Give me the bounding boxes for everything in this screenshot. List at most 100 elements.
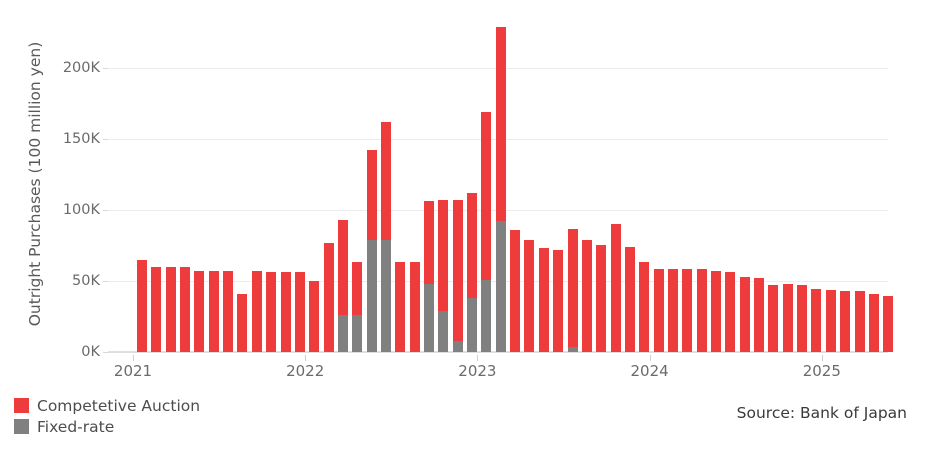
bar[interactable] — [395, 262, 406, 352]
y-axis-tick-label: 50K — [72, 272, 100, 289]
y-axis-tick-mark — [103, 138, 108, 140]
bar[interactable] — [596, 245, 607, 352]
bar[interactable] — [610, 224, 621, 352]
bar[interactable] — [151, 267, 162, 352]
bar-segment-fixed-rate — [380, 239, 391, 352]
bar[interactable] — [639, 262, 650, 352]
x-axis-tick-label: 2021 — [113, 362, 153, 380]
bar-segment-competitive-auction — [811, 289, 822, 352]
bar[interactable] — [739, 276, 750, 352]
bar[interactable] — [438, 199, 449, 352]
bar[interactable] — [725, 271, 736, 352]
bar[interactable] — [696, 268, 707, 352]
bar[interactable] — [797, 284, 808, 352]
bar-segment-fixed-rate — [438, 310, 449, 352]
bar-segment-competitive-auction — [366, 150, 377, 240]
bar[interactable] — [682, 268, 693, 352]
bar[interactable] — [409, 262, 420, 352]
bar-segment-competitive-auction — [739, 276, 750, 352]
bar[interactable] — [424, 201, 434, 352]
square-swatch-icon — [14, 419, 29, 434]
bar[interactable] — [180, 267, 191, 352]
bar-segment-competitive-auction — [266, 271, 277, 352]
bar-segment-competitive-auction — [337, 219, 348, 316]
bar-segment-competitive-auction — [596, 245, 607, 352]
bar[interactable] — [711, 271, 721, 352]
legend-item-competitive-auction[interactable]: Competetive Auction — [14, 396, 200, 415]
bar[interactable] — [883, 295, 894, 352]
bar[interactable] — [653, 268, 664, 352]
bar-segment-competitive-auction — [524, 239, 535, 352]
bar[interactable] — [380, 121, 391, 352]
bar[interactable] — [251, 271, 262, 352]
bar[interactable] — [854, 290, 865, 352]
bar[interactable] — [266, 271, 277, 352]
source-note: Source: Bank of Japan — [736, 404, 907, 422]
bar-segment-competitive-auction — [610, 224, 621, 352]
y-axis-tick-label: 150K — [62, 130, 100, 147]
legend-label: Competetive Auction — [37, 396, 201, 415]
bar[interactable] — [495, 26, 506, 352]
bar[interactable] — [840, 290, 851, 352]
bar[interactable] — [194, 271, 205, 352]
bar[interactable] — [811, 289, 822, 352]
bar[interactable] — [567, 229, 578, 352]
bar[interactable] — [624, 246, 635, 352]
bar[interactable] — [481, 111, 492, 352]
bar[interactable] — [667, 268, 678, 352]
bar[interactable] — [782, 283, 793, 352]
bar-segment-competitive-auction — [438, 199, 449, 311]
bar[interactable] — [208, 271, 219, 352]
bar-segment-competitive-auction — [223, 271, 234, 352]
bar-segment-competitive-auction — [682, 268, 693, 352]
bar-segment-competitive-auction — [567, 229, 578, 348]
x-axis-tick-label: 2025 — [802, 362, 841, 380]
bar[interactable] — [323, 242, 334, 352]
chart-legend: Competetive Auction Fixed-rate — [14, 396, 200, 438]
bar-segment-competitive-auction — [452, 199, 463, 341]
y-axis-tick-label: 0K — [81, 344, 100, 360]
bar-segment-fixed-rate — [481, 279, 492, 352]
legend-item-fixed-rate[interactable]: Fixed-rate — [14, 417, 200, 436]
bar[interactable] — [352, 262, 363, 352]
bar[interactable] — [452, 199, 463, 352]
bar-segment-competitive-auction — [581, 239, 592, 352]
bar[interactable] — [825, 290, 836, 352]
bar[interactable] — [309, 280, 320, 352]
bar-segment-competitive-auction — [868, 294, 879, 352]
bar[interactable] — [510, 229, 521, 352]
bar[interactable] — [137, 260, 147, 352]
bar-segment-competitive-auction — [309, 280, 320, 352]
bar[interactable] — [223, 271, 234, 352]
x-axis-tick-label: 2024 — [630, 362, 669, 380]
x-axis-tick-mark — [821, 355, 823, 361]
bar-segment-competitive-auction — [725, 271, 736, 352]
bar[interactable] — [868, 294, 879, 352]
bar[interactable] — [294, 271, 305, 352]
bar[interactable] — [237, 294, 248, 352]
bar[interactable] — [768, 284, 779, 352]
bar[interactable] — [337, 219, 348, 352]
bar-segment-competitive-auction — [797, 284, 808, 352]
bar-segment-competitive-auction — [495, 26, 506, 222]
bar-segment-competitive-auction — [696, 268, 707, 352]
bar[interactable] — [553, 249, 564, 352]
bar[interactable] — [366, 150, 377, 352]
bar[interactable] — [467, 192, 478, 352]
bar[interactable] — [524, 239, 535, 352]
bar-segment-competitive-auction — [352, 262, 363, 316]
y-axis-tick-mark — [103, 67, 108, 69]
bar-segment-fixed-rate — [467, 298, 478, 352]
bar-segment-competitive-auction — [280, 271, 291, 352]
bar[interactable] — [538, 248, 549, 352]
bar-segment-competitive-auction — [854, 290, 865, 352]
x-axis-line — [108, 352, 888, 353]
bar[interactable] — [280, 271, 291, 352]
bar-segment-competitive-auction — [667, 268, 678, 352]
bar[interactable] — [581, 239, 592, 352]
bar[interactable] — [165, 267, 176, 352]
bar-segment-competitive-auction — [883, 295, 894, 352]
bar[interactable] — [754, 278, 765, 352]
square-swatch-icon — [14, 398, 29, 413]
